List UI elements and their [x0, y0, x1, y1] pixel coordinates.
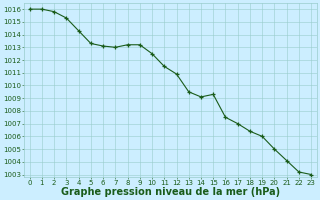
X-axis label: Graphe pression niveau de la mer (hPa): Graphe pression niveau de la mer (hPa) — [61, 187, 280, 197]
